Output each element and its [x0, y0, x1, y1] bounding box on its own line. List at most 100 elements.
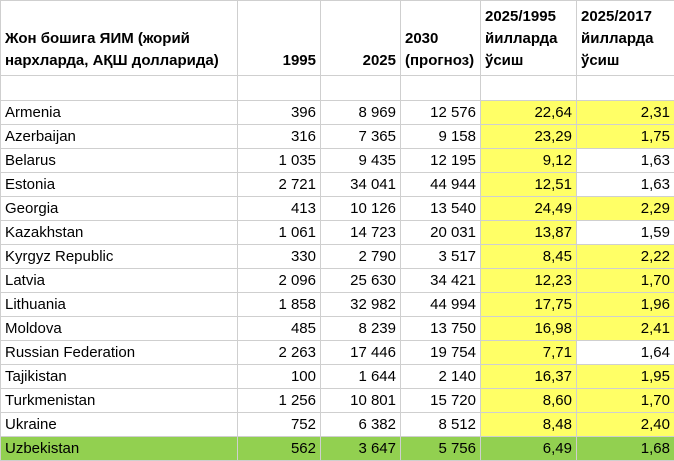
value-2030-cell: 12 195 — [401, 149, 481, 173]
value-2025-cell: 6 382 — [321, 413, 401, 437]
country-cell: Ukraine — [1, 413, 238, 437]
growth-2017-cell: 2,31 — [577, 101, 674, 125]
growth-1995-cell: 7,71 — [481, 341, 577, 365]
value-1995-cell: 2 721 — [238, 173, 321, 197]
value-1995-cell: 2 263 — [238, 341, 321, 365]
empty-row — [1, 76, 674, 101]
growth-2017-cell: 1,75 — [577, 125, 674, 149]
value-2030-cell: 2 140 — [401, 365, 481, 389]
value-1995-cell: 485 — [238, 317, 321, 341]
growth-1995-cell: 12,23 — [481, 269, 577, 293]
country-cell: Belarus — [1, 149, 238, 173]
growth-1995-cell: 8,60 — [481, 389, 577, 413]
header-growth-2017: 2025/2017 йилларда ўсиш — [577, 1, 674, 76]
growth-2017-cell: 1,70 — [577, 269, 674, 293]
value-2025-cell: 9 435 — [321, 149, 401, 173]
country-cell: Tajikistan — [1, 365, 238, 389]
value-2030-cell: 44 944 — [401, 173, 481, 197]
value-2030-cell: 12 576 — [401, 101, 481, 125]
growth-2017-cell: 1,95 — [577, 365, 674, 389]
value-2025-cell: 8 239 — [321, 317, 401, 341]
value-1995-cell: 1 858 — [238, 293, 321, 317]
empty-cell — [1, 76, 238, 101]
value-1995-cell: 2 096 — [238, 269, 321, 293]
growth-2017-cell: 2,40 — [577, 413, 674, 437]
growth-1995-cell: 8,48 — [481, 413, 577, 437]
value-1995-cell: 100 — [238, 365, 321, 389]
growth-1995-cell: 24,49 — [481, 197, 577, 221]
value-2030-cell: 13 750 — [401, 317, 481, 341]
header-1995: 1995 — [238, 1, 321, 76]
header-2025: 2025 — [321, 1, 401, 76]
growth-1995-cell: 12,51 — [481, 173, 577, 197]
growth-2017-cell: 1,96 — [577, 293, 674, 317]
value-1995-cell: 330 — [238, 245, 321, 269]
growth-2017-cell: 1,59 — [577, 221, 674, 245]
value-2030-cell: 3 517 — [401, 245, 481, 269]
value-2025-cell: 7 365 — [321, 125, 401, 149]
value-2025-cell: 17 446 — [321, 341, 401, 365]
country-cell: Latvia — [1, 269, 238, 293]
country-cell: Armenia — [1, 101, 238, 125]
value-2030-cell: 9 158 — [401, 125, 481, 149]
value-1995-cell: 413 — [238, 197, 321, 221]
value-1995-cell: 1 035 — [238, 149, 321, 173]
country-cell: Estonia — [1, 173, 238, 197]
growth-1995-cell: 23,29 — [481, 125, 577, 149]
value-1995-cell: 1 256 — [238, 389, 321, 413]
country-cell: Georgia — [1, 197, 238, 221]
value-2025-cell: 2 790 — [321, 245, 401, 269]
growth-2017-cell: 1,64 — [577, 341, 674, 365]
value-2025-cell: 25 630 — [321, 269, 401, 293]
value-2025-cell: 32 982 — [321, 293, 401, 317]
value-1995-cell: 396 — [238, 101, 321, 125]
country-cell: Lithuania — [1, 293, 238, 317]
country-cell: Kazakhstan — [1, 221, 238, 245]
empty-cell — [481, 76, 577, 101]
growth-2017-cell: 2,29 — [577, 197, 674, 221]
value-2030-cell: 19 754 — [401, 341, 481, 365]
growth-2017-cell: 1,63 — [577, 149, 674, 173]
empty-cell — [577, 76, 674, 101]
value-2030-cell: 20 031 — [401, 221, 481, 245]
empty-cell — [321, 76, 401, 101]
growth-1995-cell: 13,87 — [481, 221, 577, 245]
growth-1995-cell: 17,75 — [481, 293, 577, 317]
growth-2017-cell: 1,63 — [577, 173, 674, 197]
country-cell: Turkmenistan — [1, 389, 238, 413]
value-2025-cell: 1 644 — [321, 365, 401, 389]
value-2030-cell: 13 540 — [401, 197, 481, 221]
header-growth-1995: 2025/1995 йилларда ўсиш — [481, 1, 577, 76]
value-2025-cell: 14 723 — [321, 221, 401, 245]
value-2030-cell: 44 994 — [401, 293, 481, 317]
value-2025-cell: 8 969 — [321, 101, 401, 125]
value-1995-cell: 752 — [238, 413, 321, 437]
growth-2017-cell: 2,22 — [577, 245, 674, 269]
country-cell: Kyrgyz Republic — [1, 245, 238, 269]
growth-1995-cell: 16,98 — [481, 317, 577, 341]
value-2025-cell: 10 801 — [321, 389, 401, 413]
header-label: Жон бошига ЯИМ (жорий нархларда, АҚШ дол… — [1, 1, 238, 76]
header-row: Жон бошига ЯИМ (жорий нархларда, АҚШ дол… — [1, 1, 674, 76]
value-2030-cell: 8 512 — [401, 413, 481, 437]
growth-1995-cell: 9,12 — [481, 149, 577, 173]
country-cell: Azerbaijan — [1, 125, 238, 149]
value-2025-cell: 34 041 — [321, 173, 401, 197]
growth-1995-cell: 16,37 — [481, 365, 577, 389]
country-cell: Russian Federation — [1, 341, 238, 365]
value-1995-cell: 316 — [238, 125, 321, 149]
growth-2017-cell: 1,70 — [577, 389, 674, 413]
empty-cell — [238, 76, 321, 101]
value-1995-cell: 1 061 — [238, 221, 321, 245]
